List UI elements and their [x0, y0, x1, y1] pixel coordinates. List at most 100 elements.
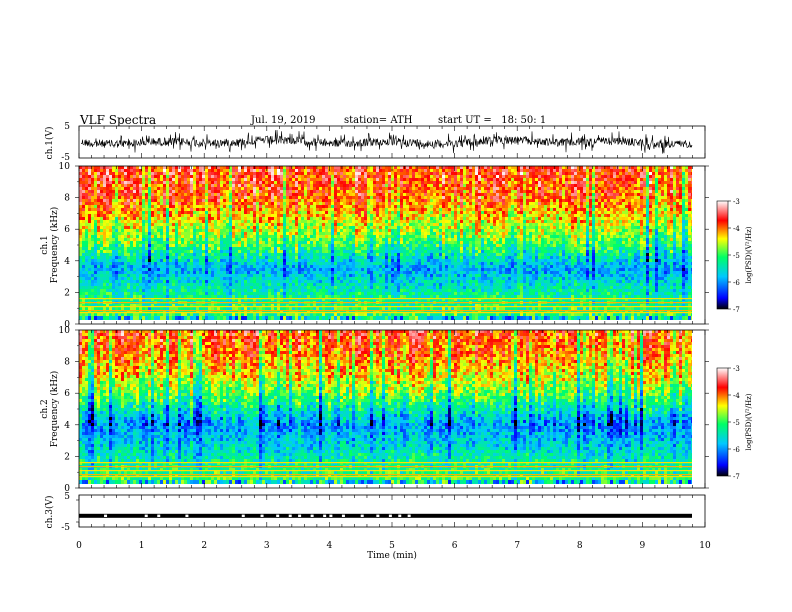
psd-cell	[469, 217, 473, 221]
psd-cell	[94, 187, 98, 191]
psd-cell	[79, 208, 83, 212]
psd-cell	[181, 232, 185, 236]
psd-cell	[481, 202, 485, 206]
psd-cell	[475, 226, 479, 230]
psd-cell	[634, 172, 638, 176]
psd-cell	[268, 172, 272, 176]
psd-cell	[97, 169, 101, 173]
psd-cell	[322, 217, 326, 221]
psd-cell	[82, 166, 86, 170]
psd-cell	[457, 208, 461, 212]
psd-cell	[523, 211, 527, 215]
psd-cell	[223, 175, 227, 179]
psd-cell	[121, 187, 125, 191]
psd-cell	[595, 208, 599, 212]
psd-cell	[352, 190, 356, 194]
psd-cell	[289, 187, 293, 191]
psd-cell	[310, 214, 314, 218]
psd-cell	[370, 226, 374, 230]
psd-cell	[175, 217, 179, 221]
psd-cell	[343, 184, 347, 188]
psd-cell	[667, 187, 671, 191]
psd-cell	[292, 220, 296, 224]
psd-cell	[337, 175, 341, 179]
psd-cell	[466, 166, 470, 170]
psd-cell	[217, 169, 221, 173]
psd-cell	[553, 169, 557, 173]
psd-cell	[373, 193, 377, 197]
psd-cell	[214, 208, 218, 212]
psd-cell	[646, 217, 650, 221]
psd-cell	[358, 202, 362, 206]
psd-cell	[598, 232, 602, 236]
psd-cell	[109, 166, 113, 170]
psd-cell	[526, 232, 530, 236]
psd-cell	[538, 175, 542, 179]
psd-cell	[316, 226, 320, 230]
psd-cell	[586, 220, 590, 224]
psd-cell	[628, 220, 632, 224]
psd-cell	[685, 214, 689, 218]
psd-cell	[166, 172, 170, 176]
psd-cell	[292, 205, 296, 209]
psd-cell	[547, 205, 551, 209]
psd-cell	[193, 181, 197, 185]
psd-cell	[403, 214, 407, 218]
psd-cell	[274, 175, 278, 179]
psd-cell	[577, 205, 581, 209]
psd-cell	[82, 181, 86, 185]
psd-cell	[88, 211, 92, 215]
psd-cell	[127, 172, 131, 176]
psd-cell	[298, 172, 302, 176]
psd-cell	[157, 178, 161, 182]
psd-cell	[619, 172, 623, 176]
psd-cell	[469, 214, 473, 218]
psd-cell	[184, 205, 188, 209]
psd-cell	[115, 208, 119, 212]
psd-cell	[208, 190, 212, 194]
psd-cell	[205, 184, 209, 188]
psd-cell	[160, 193, 164, 197]
psd-cell	[187, 220, 191, 224]
psd-cell	[541, 226, 545, 230]
psd-cell	[355, 187, 359, 191]
psd-cell	[511, 208, 515, 212]
psd-cell	[346, 166, 350, 170]
psd-cell	[454, 187, 458, 191]
psd-cell	[190, 169, 194, 173]
psd-cell	[337, 229, 341, 233]
psd-cell	[436, 229, 440, 233]
psd-cell	[367, 205, 371, 209]
psd-cell	[307, 220, 311, 224]
psd-cell	[154, 223, 158, 227]
psd-cell	[136, 205, 140, 209]
psd-cell	[484, 178, 488, 182]
psd-cell	[232, 166, 236, 170]
psd-cell	[514, 226, 518, 230]
psd-cell	[325, 211, 329, 215]
psd-cell	[310, 211, 314, 215]
psd-cell	[289, 196, 293, 200]
psd-cell	[322, 226, 326, 230]
psd-cell	[307, 217, 311, 221]
psd-cell	[688, 220, 692, 224]
psd-cell	[481, 211, 485, 215]
psd-cell	[631, 181, 635, 185]
psd-cell	[538, 235, 542, 239]
psd-cell	[313, 235, 317, 239]
psd-cell	[112, 214, 116, 218]
psd-cell	[232, 196, 236, 200]
psd-cell	[361, 193, 365, 197]
psd-cell	[79, 229, 83, 233]
station-label: station= ATH	[344, 115, 412, 126]
ch1-x-ticks	[78, 126, 706, 158]
psd-cell	[481, 187, 485, 191]
psd-cell	[556, 205, 560, 209]
psd-cell	[667, 178, 671, 182]
psd-cell	[133, 187, 137, 191]
psd-cell	[82, 172, 86, 176]
psd-cell	[367, 217, 371, 221]
psd-cell	[532, 223, 536, 227]
psd-cell	[154, 196, 158, 200]
